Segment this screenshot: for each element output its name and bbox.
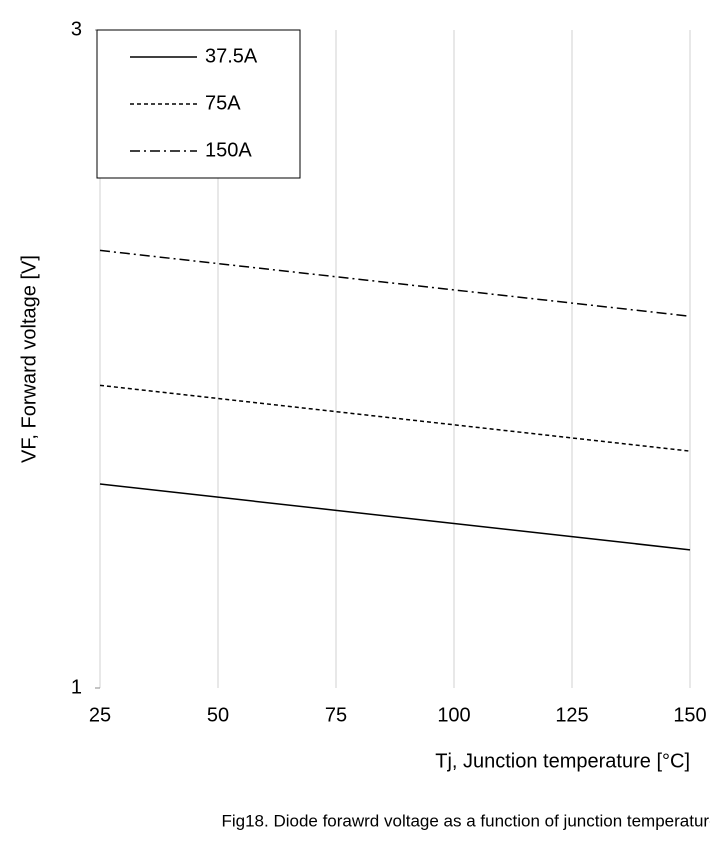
legend-label: 150A — [205, 139, 252, 161]
series-line — [99, 249, 691, 317]
x-tick-label: 50 — [207, 704, 229, 726]
x-tick-label: 25 — [89, 704, 111, 726]
y-tick-label: 1 — [71, 676, 82, 698]
y-axis-label: VF, Forward voltage [V] — [18, 255, 40, 463]
y-tick-label: 3 — [71, 18, 82, 40]
x-tick-label: 100 — [437, 704, 470, 726]
x-tick-label: 125 — [555, 704, 588, 726]
series-line — [99, 384, 691, 452]
series-line — [99, 483, 691, 551]
legend-label: 75A — [205, 92, 241, 114]
x-tick-label: 150 — [673, 704, 706, 726]
legend-box — [96, 29, 301, 179]
legend-label: 37.5A — [205, 45, 258, 67]
x-tick-label: 75 — [325, 704, 347, 726]
figure-caption: Fig18. Diode forawrd voltage as a functi… — [221, 811, 710, 830]
x-axis-label: Tj, Junction temperature [°C] — [435, 750, 690, 772]
